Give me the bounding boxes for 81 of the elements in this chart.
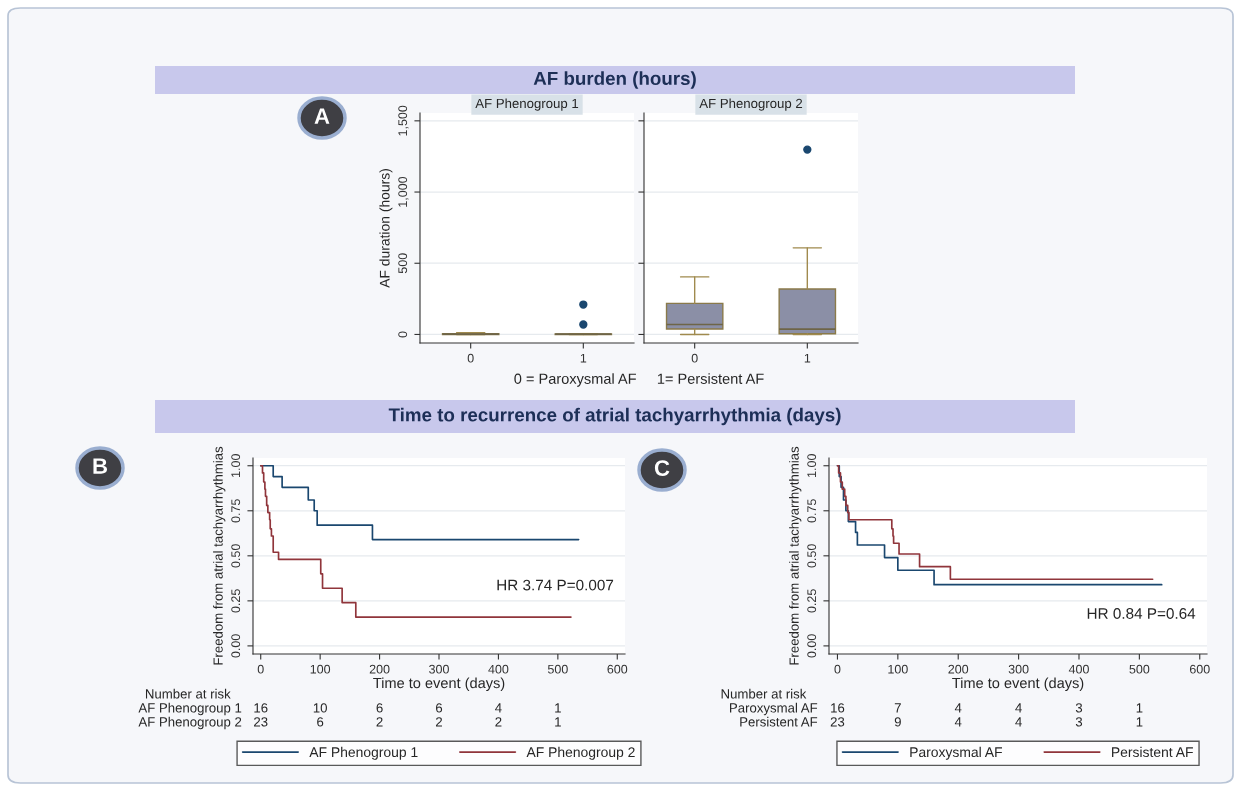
y-tick-label: 0.50 bbox=[807, 544, 817, 568]
text: 6 bbox=[436, 703, 443, 713]
text: 6 bbox=[376, 703, 383, 713]
text: 23 bbox=[254, 717, 268, 727]
y-tick-label: 0.25 bbox=[231, 589, 241, 613]
y-tick-label: 0.00 bbox=[807, 634, 817, 658]
chart-title: AF Phenogroup 2 bbox=[699, 98, 803, 111]
text: A bbox=[314, 108, 330, 124]
text: 1 bbox=[555, 703, 561, 713]
x-tick-label: 400 bbox=[488, 664, 509, 674]
text: 1 bbox=[1136, 703, 1143, 713]
text: 16 bbox=[831, 703, 845, 713]
text: C bbox=[654, 460, 670, 476]
text: 1 bbox=[1136, 717, 1143, 727]
text: Time to recurrence of atrial tachyarrhythmia (days) bbox=[388, 407, 841, 426]
text: 2 bbox=[495, 717, 502, 727]
x-tick-label: 400 bbox=[1068, 664, 1089, 674]
text: 16 bbox=[254, 703, 268, 713]
x-axis-title: Time to event (days) bbox=[952, 677, 1084, 692]
text: Number at risk bbox=[721, 688, 807, 699]
chart-title: AF Phenogroup 1 bbox=[475, 98, 579, 111]
text: B bbox=[93, 458, 108, 474]
text: 4 bbox=[954, 717, 962, 727]
x-axis-title: 0 = Paroxysmal AF 1= Persistent AF bbox=[514, 373, 764, 387]
x-axis-title: Time to event (days) bbox=[373, 677, 505, 692]
text: AF Phenogroup 2 bbox=[138, 716, 242, 730]
text: 9 bbox=[894, 717, 901, 727]
text: Paroxysmal AF bbox=[730, 702, 818, 716]
x-tick-label: 100 bbox=[888, 664, 908, 674]
y-axis-title: Freedom from atrial tachyarrhythmias bbox=[213, 446, 226, 665]
x-tick-label: 0 bbox=[691, 353, 698, 363]
text: 6 bbox=[317, 717, 324, 727]
x-tick-label: 600 bbox=[1189, 664, 1210, 674]
x-tick-label: 0 bbox=[257, 664, 264, 674]
text: 4 bbox=[954, 703, 962, 713]
y-axis-title: Freedom from atrial tachyarrhythmias bbox=[789, 446, 802, 665]
x-tick-label: 300 bbox=[429, 664, 449, 674]
y-tick-label: 1.00 bbox=[231, 454, 241, 477]
legend-label: Paroxysmal AF bbox=[910, 746, 1003, 760]
text: Number at risk bbox=[145, 688, 231, 699]
y-tick-label: 0 bbox=[398, 331, 408, 338]
text: Persistent AF bbox=[740, 716, 818, 727]
x-tick-label: 100 bbox=[310, 664, 331, 674]
text: 4 bbox=[1015, 717, 1022, 727]
y-tick-label: 1,000 bbox=[398, 176, 409, 207]
text: 10 bbox=[313, 703, 327, 713]
y-tick-label: 500 bbox=[398, 253, 408, 274]
legend-label: AF Phenogroup 2 bbox=[526, 746, 635, 760]
text: 3 bbox=[1075, 703, 1083, 713]
x-tick-label: 1 bbox=[804, 353, 811, 363]
y-tick-label: 0.50 bbox=[231, 544, 241, 568]
text: 2 bbox=[376, 717, 383, 727]
text: 3 bbox=[1075, 717, 1083, 727]
text: 1 bbox=[555, 717, 561, 727]
y-tick-label: 0.75 bbox=[231, 499, 241, 523]
text: 7 bbox=[894, 703, 901, 713]
text: AF Phenogroup 1 bbox=[138, 702, 242, 716]
x-tick-label: 500 bbox=[547, 664, 568, 674]
y-tick-label: 1.00 bbox=[807, 454, 817, 477]
y-tick-label: 0.00 bbox=[231, 634, 241, 658]
x-tick-label: 600 bbox=[607, 664, 628, 674]
y-tick-label: 0.75 bbox=[807, 499, 817, 523]
y-tick-label: 1,500 bbox=[398, 105, 409, 136]
x-tick-label: 0 bbox=[834, 664, 841, 674]
legend-label: AF Phenogroup 1 bbox=[309, 746, 418, 760]
x-tick-label: 300 bbox=[1008, 664, 1029, 674]
annotation: HR 3.74 P=0.007 bbox=[497, 579, 614, 591]
y-axis-title: AF duration (hours) bbox=[379, 169, 393, 288]
text: 23 bbox=[830, 717, 845, 727]
y-tick-label: 0.25 bbox=[807, 589, 817, 613]
text: 4 bbox=[1015, 703, 1022, 713]
text: 2 bbox=[436, 717, 443, 727]
legend-label: Persistent AF bbox=[1112, 746, 1193, 758]
x-tick-label: 200 bbox=[948, 664, 969, 674]
x-tick-label: 500 bbox=[1129, 664, 1150, 674]
annotation: HR 0.84 P=0.64 bbox=[1087, 608, 1196, 619]
text: 4 bbox=[495, 703, 502, 713]
x-tick-label: 200 bbox=[369, 664, 390, 674]
x-tick-label: 1 bbox=[580, 353, 587, 363]
text: AF burden (hours) bbox=[533, 71, 696, 89]
x-tick-label: 0 bbox=[467, 353, 474, 363]
